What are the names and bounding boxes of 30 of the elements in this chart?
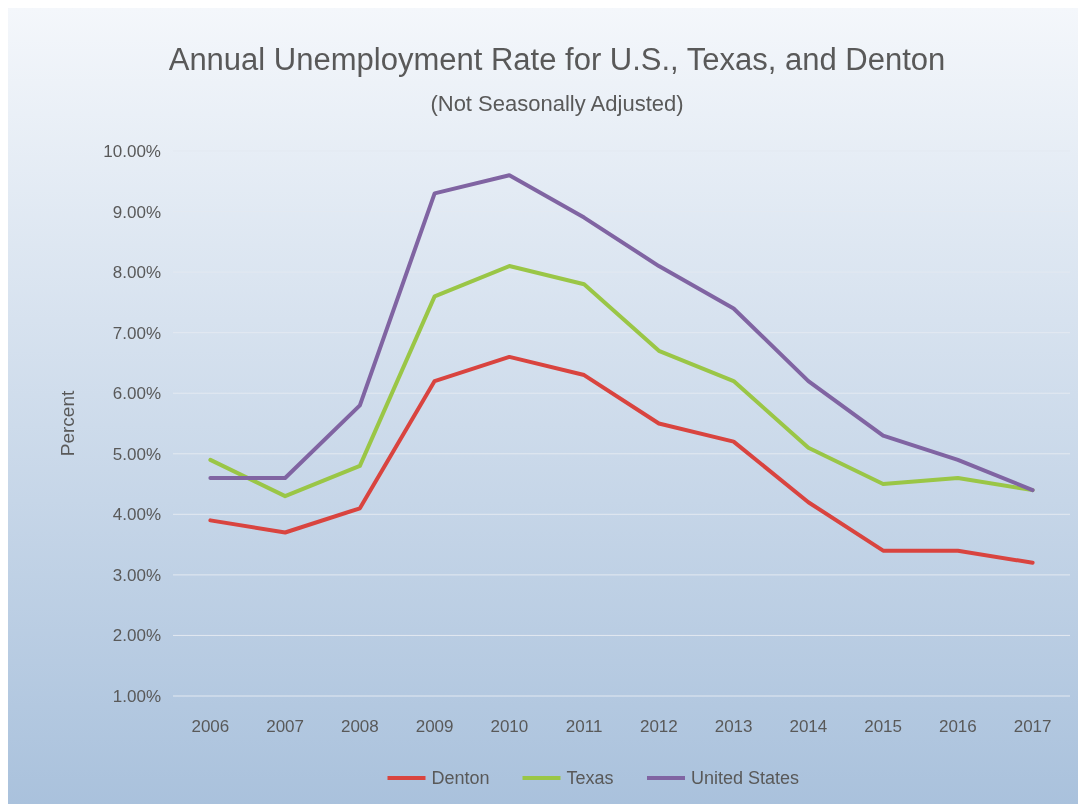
x-tick-label: 2008 (340, 717, 379, 736)
legend-label: Denton (431, 768, 490, 789)
x-tick-label: 2011 (565, 717, 603, 736)
x-tick-label: 2006 (191, 717, 230, 736)
legend-label: Texas (566, 768, 614, 789)
x-tick-label: 2015 (864, 717, 903, 736)
x-tick-label: 2013 (714, 717, 753, 736)
y-tick-label: 3.00% (112, 565, 161, 585)
x-tick-label: 2009 (415, 717, 454, 736)
y-tick-label: 8.00% (112, 263, 161, 283)
x-tick-label: 2010 (490, 717, 529, 736)
chart-title: Annual Unemployment Rate for U.S., Texas, and Denton (168, 42, 946, 77)
y-tick-label: 1.00% (112, 686, 161, 706)
y-axis-title: Percent (57, 390, 78, 457)
x-tick-label: 2012 (639, 717, 678, 736)
y-tick-label: 5.00% (112, 444, 161, 464)
x-tick-label: 2017 (1013, 717, 1052, 736)
y-tick-label: 9.00% (112, 202, 161, 222)
x-tick-label: 2016 (938, 717, 977, 736)
x-tick-label: 2014 (789, 717, 828, 736)
line-series (208, 173, 1035, 493)
y-tick-label: 7.00% (112, 323, 161, 343)
y-tick-label: 4.00% (112, 505, 161, 525)
line-series (208, 354, 1035, 565)
y-tick-label: 6.00% (112, 384, 161, 404)
legend-label: United States (691, 768, 800, 789)
x-tick-label: 2007 (266, 717, 305, 736)
chart-subtitle: (Not Seasonally Adjusted) (430, 91, 684, 116)
y-tick-label: 10.00% (103, 141, 161, 161)
y-tick-label: 2.00% (112, 626, 161, 646)
